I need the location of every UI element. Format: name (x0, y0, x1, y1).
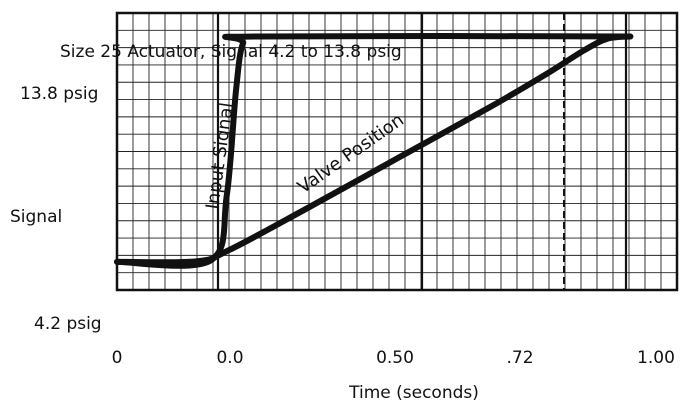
x-tick-label-0: 0 (112, 348, 123, 368)
x-axis-label: Time (seconds) (348, 383, 479, 403)
marker-lines (216, 13, 628, 290)
x-tick-label-3: .72 (506, 348, 533, 368)
chart-title: Size 25 Actuator, Signal 4.2 to 13.8 psi… (60, 42, 402, 62)
y-axis-label: Signal (10, 207, 62, 227)
x-tick-label-1: 0.0 (216, 348, 243, 368)
y-tick-label-top: 13.8 psig (20, 84, 98, 104)
x-tick-label-4: 1.00 (637, 348, 675, 368)
y-tick-label-bottom: 4.2 psig (34, 314, 102, 334)
series-layer (114, 32, 634, 269)
x-tick-label-2: 0.50 (376, 348, 414, 368)
series-line-valve-position (114, 33, 634, 266)
plot-frame (115, 11, 679, 292)
